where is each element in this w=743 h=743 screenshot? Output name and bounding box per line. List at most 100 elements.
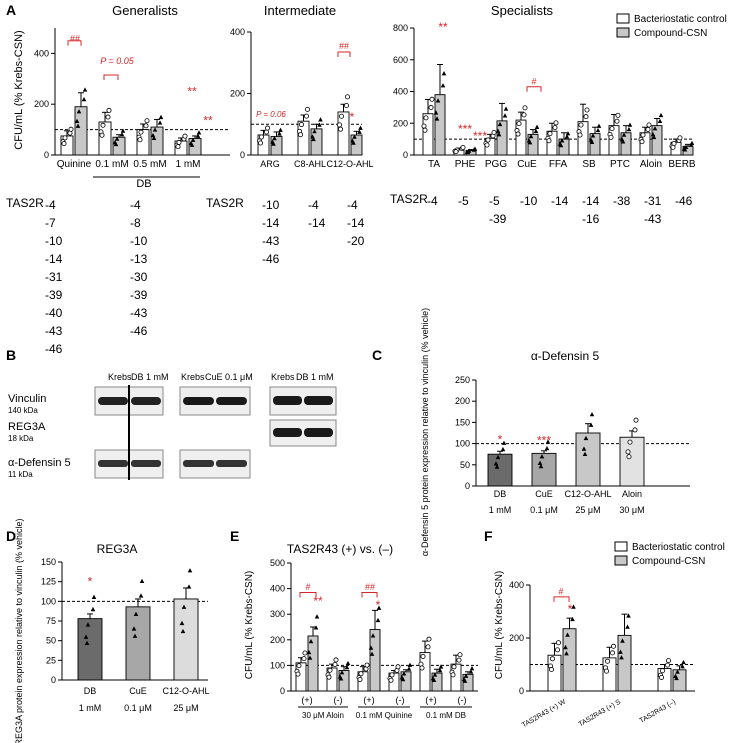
reg3a-significance: * [88,575,93,589]
tas43-compound-data-point [401,671,407,676]
gen-compound-data-point [196,130,202,135]
gen-compound-data-point [74,118,80,124]
defensin-dose-label: 25 μM [575,505,600,515]
legend-a-compound-label: Compound-CSN [634,28,707,39]
int-hash: ## [339,41,349,51]
reg3a-data-point [85,622,91,627]
spec-compound-data-point [596,123,602,128]
tas43-compound-data-point [369,651,375,656]
blot1-defensin-band-2 [131,460,161,467]
tas-col-int-1: -4 -14 [308,196,325,232]
tas43f-compound-bar [562,628,577,692]
defensin-data-point [495,454,501,460]
tas43f-control-data-point [610,650,616,656]
tas-spec-value: -4 [427,194,438,208]
p-gen: P = 0.05 [100,56,134,66]
spec-compound-data-point [496,132,502,137]
tas-spec-column: -5 -39 [489,192,506,228]
int-compound-data-point [311,136,316,142]
panel-d-letter: D [6,528,16,544]
tas43f-control-data-point [659,674,665,680]
int-compound-data-point [318,117,323,122]
spec-compound-data-point [595,127,601,133]
tas43-compound-data-point [376,605,382,610]
spec-compound-data-point [626,126,632,132]
defensin-dose-label: 0.1 μM [530,505,558,515]
spec-compound-data-point [621,132,627,137]
blot1-vinculin-band-1 [98,397,128,405]
tas43f-compound-data-point [680,664,685,669]
tas43-control-data-point [295,671,301,677]
spec-control-data-point [578,122,584,128]
spec-compound-data-point [465,149,471,155]
tas43-y-tick-label: 100 [270,660,285,670]
defensin-significance: *** [537,433,551,447]
tas-gen-value: -4 [130,198,141,212]
row-label-vinculin: Vinculin [8,393,46,405]
defensin-category-label: Aloin [622,489,642,499]
tas-gen-value: -39 [130,288,148,302]
spec-compound-data-point [472,146,478,151]
tas-gen-value: -8 [130,216,141,230]
panel-b-letter: B [6,347,16,363]
tas43f-compound-data-point [620,638,625,643]
tas-spec-column: -38 [613,192,630,210]
tas-int-value: -14 [347,216,365,230]
gen-compound-data-point [189,142,195,147]
int-category-label: C12-O-AHL [326,159,373,169]
gen-significance: ** [187,84,197,98]
tas-label-spec: TAS2R [390,192,428,206]
tas43f-control-data-point [549,667,555,673]
tas43-y-tick-label: 0 [280,686,285,696]
int-control-data-point [297,132,303,138]
tas-gen-value: -43 [130,306,148,320]
spec-compound-data-point [495,128,501,133]
spec-control-data-point [422,127,428,133]
int-compound-data-point [357,129,362,134]
panel-d-ylabel: REG3A protein expression relative to vin… [14,518,24,743]
reg3a-data-point [180,628,186,634]
spec-control-data-point [460,144,466,150]
tas-spec-value: -39 [489,212,507,226]
spec-category-label: TA [428,159,440,170]
panel-c-letter: C [372,347,382,363]
spec-control-data-point [639,139,645,145]
gen-y-tick-label: 200 [34,99,49,109]
int-control-data-point [344,94,350,100]
tas43f-control-data-point [665,662,671,668]
tas43-control-data-point [425,644,431,650]
gen-compound-data-point [152,127,158,132]
reg3a-y-tick-label: 50 [46,636,56,646]
reg3a-dose-label: 0.1 μM [124,703,152,713]
tas43-compound-data-point [432,672,438,677]
legend-f-compound-label: Compound-CSN [632,556,705,567]
panel-a-letter: A [6,2,16,18]
tas43-compound-data-point [437,667,443,673]
defensin-data-point [501,440,507,445]
defensin-bar [487,453,513,487]
tas-spec-column: -4 [427,192,438,210]
reg3a-data-point [139,578,145,584]
int-control-data-point [298,122,304,128]
tas43-category-label: (-) [458,695,467,705]
int-compound-bar [270,136,283,156]
int-control-data-point [257,140,263,146]
gen-y-tick-label: 400 [34,48,49,58]
spec-control-data-point [553,120,559,126]
tas43f-control-data-point [550,656,556,662]
tas43f-significance: * [568,602,573,616]
blot2-header-0: Krebs [181,372,205,382]
reg3a-data-point [90,606,96,612]
tas43-control-data-point [389,672,395,678]
tas-int-value: -10 [262,198,280,212]
tas-spec-value: -14 [551,194,569,208]
tas43f-compound-bar [672,669,687,692]
spec-control-bar [422,113,434,156]
p-int: P = 0.06 [256,110,286,119]
gen-control-data-point [137,137,143,143]
blot2-defensin-band-2 [216,460,247,467]
tas43f-compound-data-point [571,604,576,609]
tas43-bracket [299,591,317,598]
gen-compound-data-point [157,120,163,125]
tas43-control-data-point [327,667,333,673]
